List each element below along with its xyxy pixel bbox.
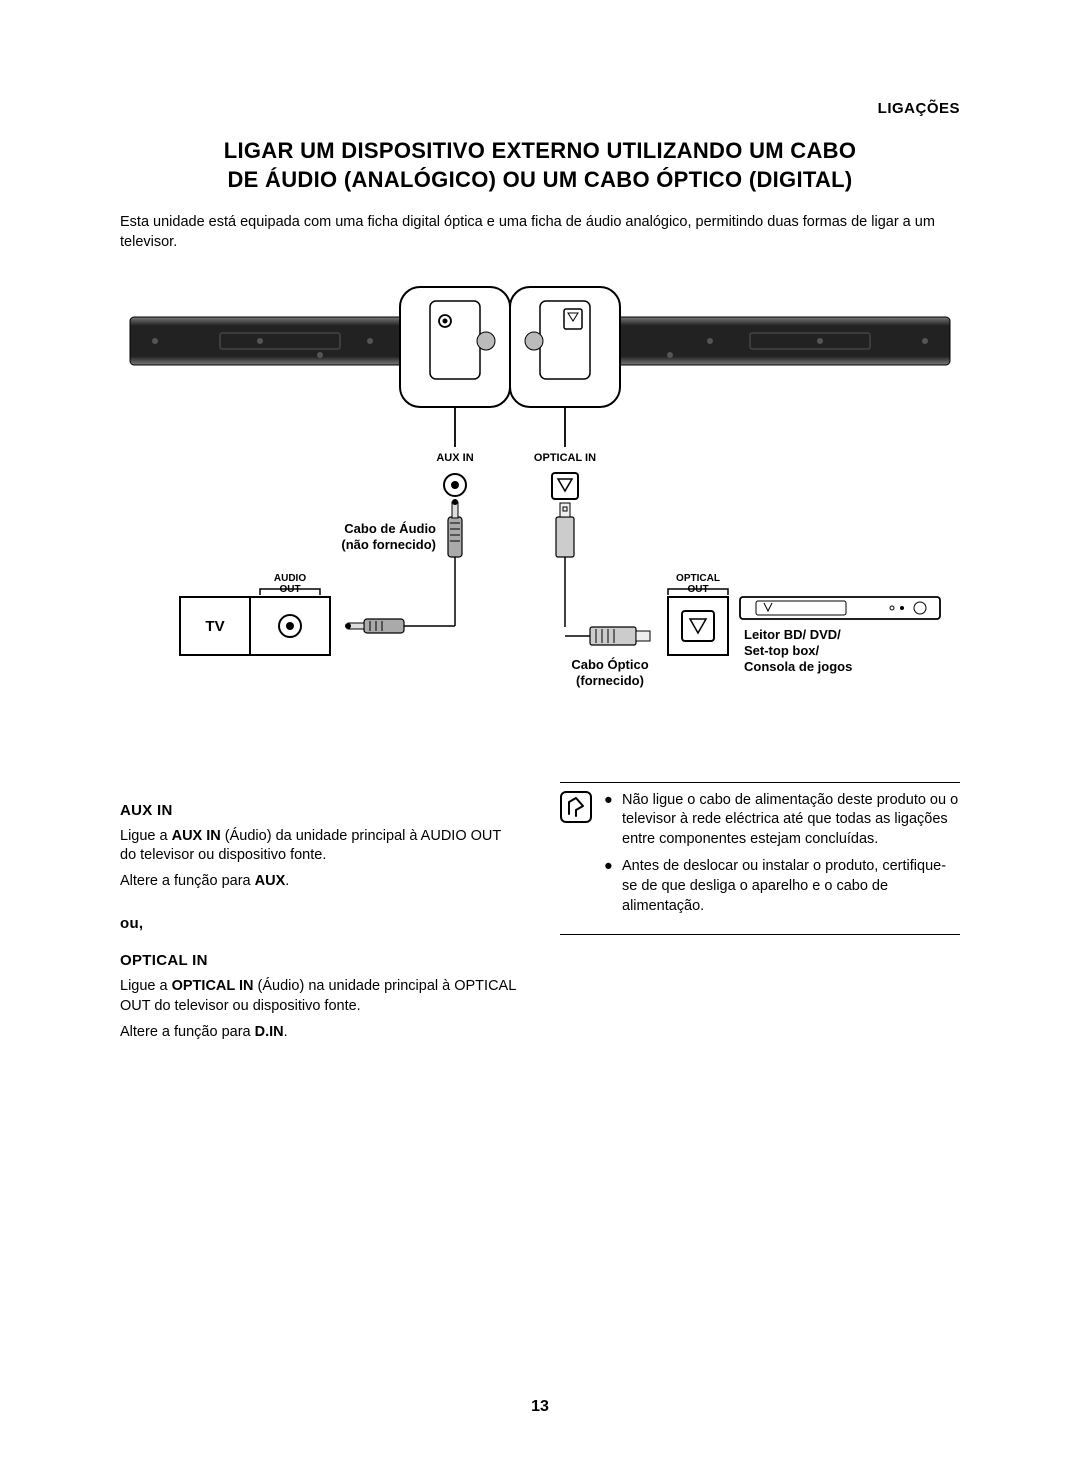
device-box: Leitor BD/ DVD/ Set-top box/ Consola de … <box>740 597 940 674</box>
svg-text:OUT: OUT <box>687 584 708 595</box>
note-item: ● Antes de deslocar ou instalar o produt… <box>604 857 960 916</box>
notes-box: ● Não ligue o cabo de alimentação deste … <box>560 782 960 935</box>
audio-plug-horizontal <box>345 597 455 633</box>
optical-cable-plug-top <box>556 503 574 627</box>
optical-in-label: OPTICAL IN <box>534 452 596 464</box>
page-title: LIGAR UM DISPOSITIVO EXTERNO UTILIZANDO … <box>120 137 960 194</box>
bullet-icon: ● <box>604 791 622 850</box>
optical-cable-label-2: (fornecido) <box>576 673 644 688</box>
optical-plug-horizontal <box>565 627 650 645</box>
tv-box: AUDIO OUT TV <box>180 573 330 655</box>
notes-list: ● Não ligue o cabo de alimentação deste … <box>604 791 960 924</box>
intro-text: Esta unidade está equipada com uma ficha… <box>120 212 960 253</box>
aux-in-label: AUX IN <box>436 452 473 464</box>
audio-cable-label-1: Cabo de Áudio <box>344 521 436 536</box>
aux-in-para-1: Ligue a AUX IN (Áudio) da unidade princi… <box>120 827 520 866</box>
optical-out-box: OPTICAL OUT <box>668 573 728 655</box>
bullet-icon: ● <box>604 857 622 916</box>
caution-icon <box>560 791 592 823</box>
section-header: LIGAÇÕES <box>120 100 960 117</box>
aux-in-heading: AUX IN <box>120 802 520 819</box>
optical-in-para-2: Altere a função para D.IN. <box>120 1023 520 1043</box>
svg-text:AUDIO: AUDIO <box>274 573 306 584</box>
device-label-1: Leitor BD/ DVD/ <box>744 627 841 642</box>
note-text-2: Antes de deslocar ou instalar o produto,… <box>622 857 960 916</box>
audio-cable-plug <box>448 499 462 597</box>
title-line-2: DE ÁUDIO (ANALÓGICO) OU UM CABO ÓPTICO (… <box>227 167 852 192</box>
page-number: 13 <box>0 1398 1080 1416</box>
audio-cable-label-2: (não fornecido) <box>341 537 436 552</box>
or-label: ou, <box>120 915 520 932</box>
optical-in-para-1: Ligue a OPTICAL IN (Áudio) na unidade pr… <box>120 977 520 1016</box>
right-column: ● Não ligue o cabo de alimentação deste … <box>560 782 960 1048</box>
device-label-2: Set-top box/ <box>744 643 819 658</box>
device-label-3: Consola de jogos <box>744 659 852 674</box>
optical-cable-label-1: Cabo Óptico <box>571 657 648 672</box>
connection-diagram: AUX IN OPTICAL IN Cabo de Áudio (não for… <box>120 277 960 717</box>
note-item: ● Não ligue o cabo de alimentação deste … <box>604 791 960 850</box>
svg-text:OUT: OUT <box>279 584 300 595</box>
aux-port-callout <box>400 287 510 447</box>
title-line-1: LIGAR UM DISPOSITIVO EXTERNO UTILIZANDO … <box>224 138 857 163</box>
svg-text:OPTICAL: OPTICAL <box>676 573 720 584</box>
note-text-1: Não ligue o cabo de alimentação deste pr… <box>622 791 960 850</box>
tv-label: TV <box>205 618 224 635</box>
left-column: AUX IN Ligue a AUX IN (Áudio) da unidade… <box>120 782 520 1048</box>
optical-in-heading: OPTICAL IN <box>120 952 520 969</box>
aux-in-para-2: Altere a função para AUX. <box>120 872 520 892</box>
